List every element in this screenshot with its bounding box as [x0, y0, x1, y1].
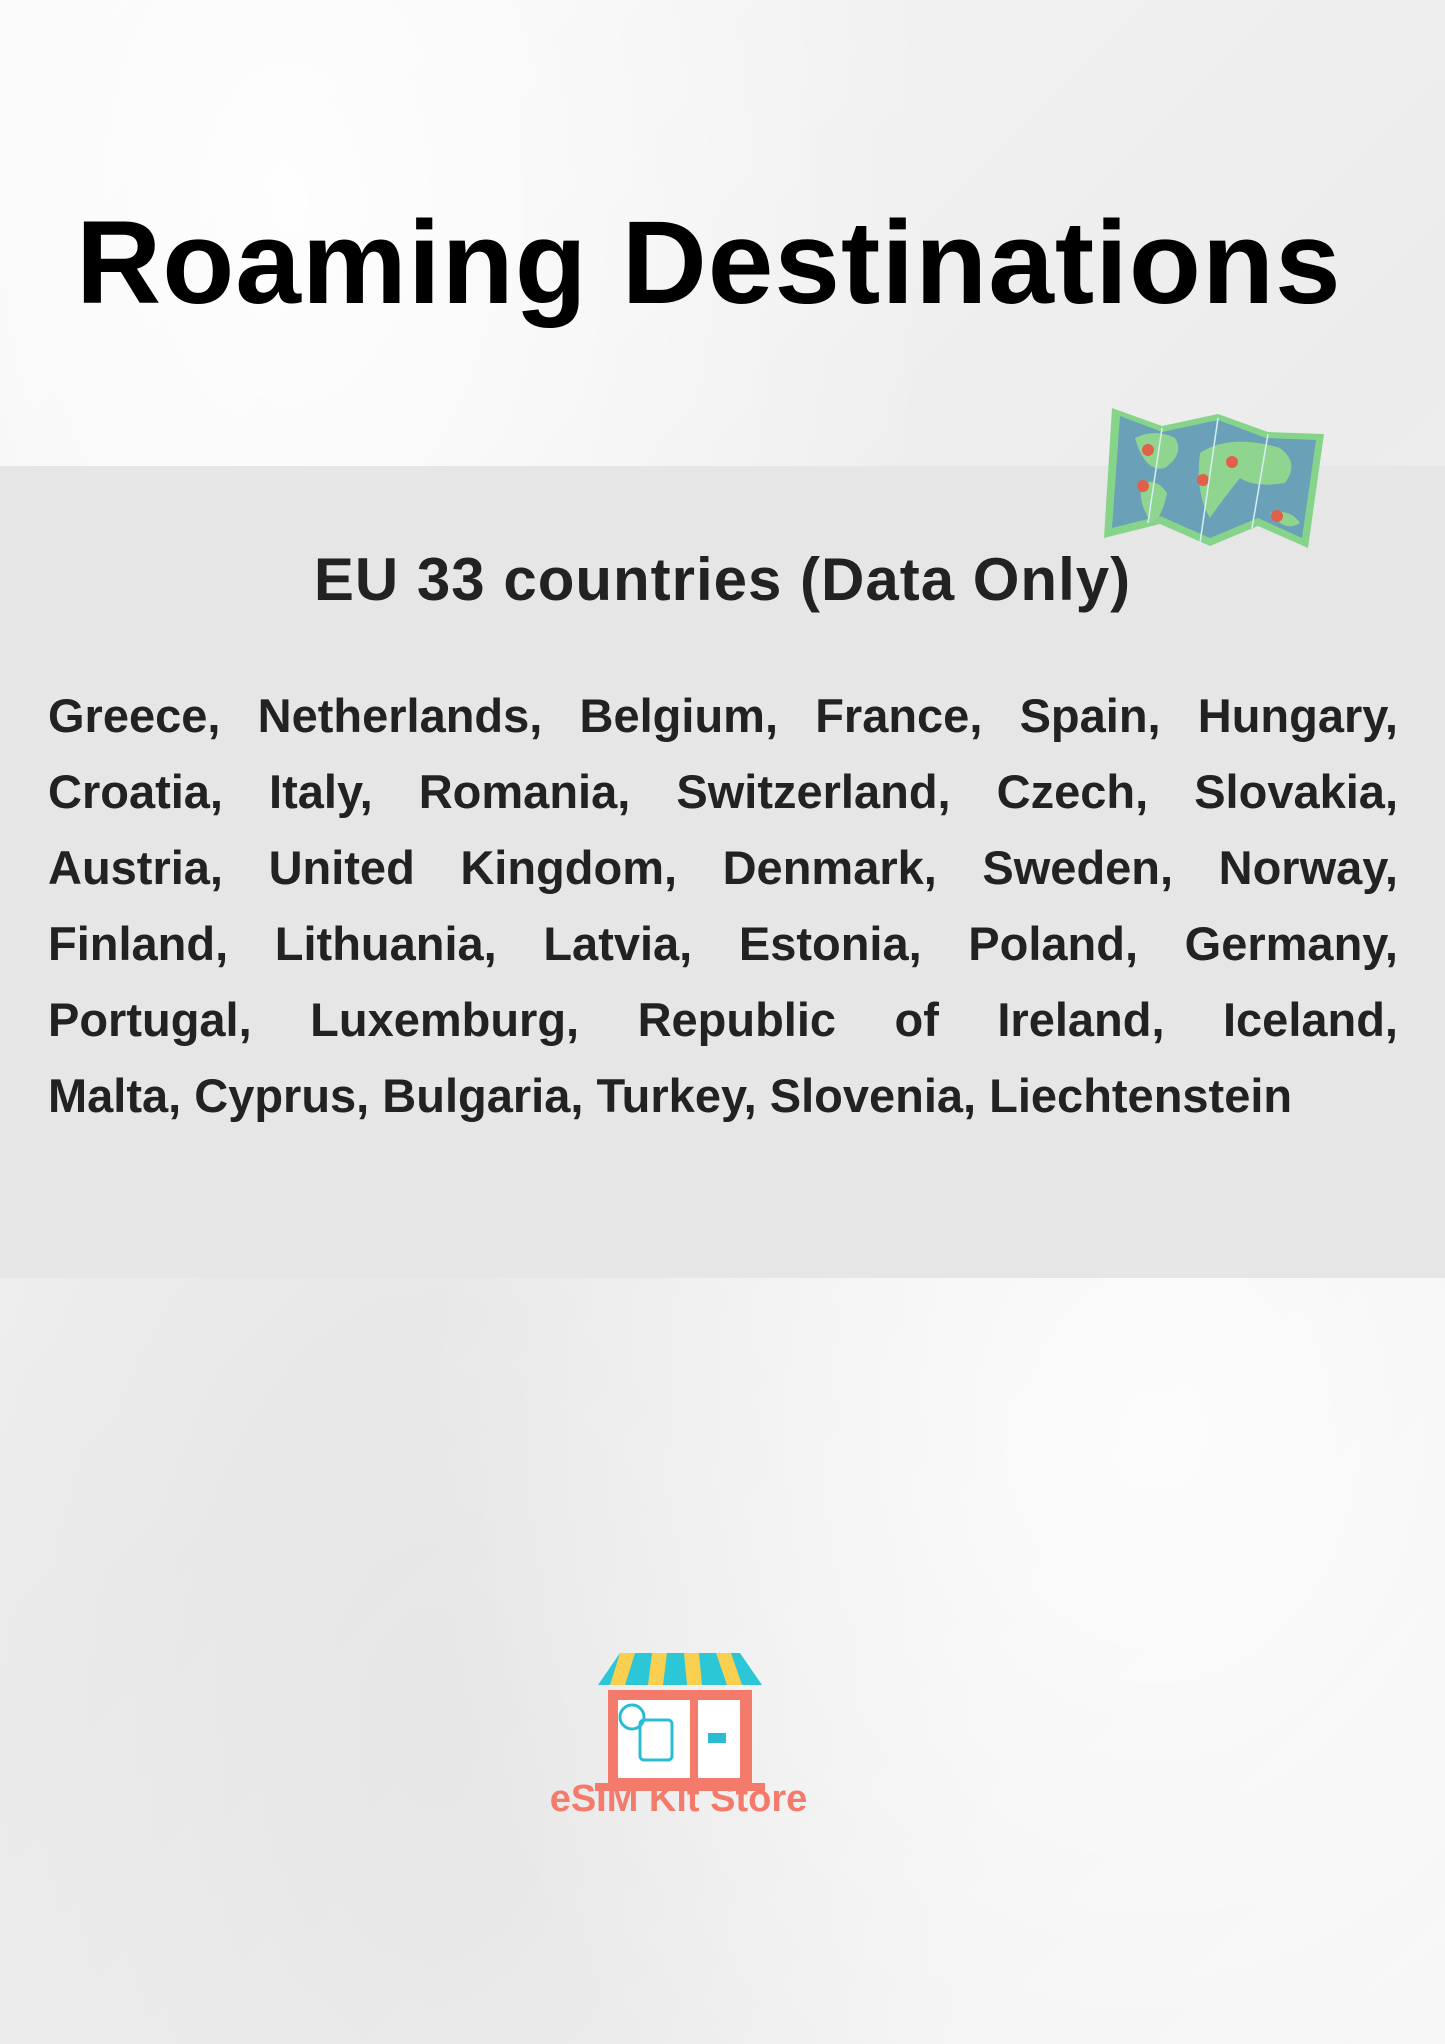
countries-panel [0, 466, 1445, 1278]
country-line: Finland, Lithuania, Latvia, Estonia, Pol… [48, 917, 1398, 970]
country-list: Greece, Netherlands, Belgium, France, Sp… [48, 678, 1398, 1134]
country-line: Portugal, Luxemburg, Republic of Ireland… [48, 993, 1398, 1046]
country-line: Croatia, Italy, Romania, Switzerland, Cz… [48, 765, 1398, 818]
country-line: Malta, Cyprus, Bulgaria, Turkey, Sloveni… [48, 1069, 1293, 1122]
world-map-icon [1104, 408, 1324, 548]
country-line: Austria, United Kingdom, Denmark, Sweden… [48, 841, 1398, 894]
section-subtitle: EU 33 countries (Data Only) [313, 546, 1132, 613]
page-title: Roaming Destinations [76, 197, 1342, 329]
country-line: Greece, Netherlands, Belgium, France, Sp… [48, 689, 1398, 742]
brand-name: eSIM Kit Store [549, 1778, 808, 1820]
storefront-icon [595, 1653, 765, 1791]
